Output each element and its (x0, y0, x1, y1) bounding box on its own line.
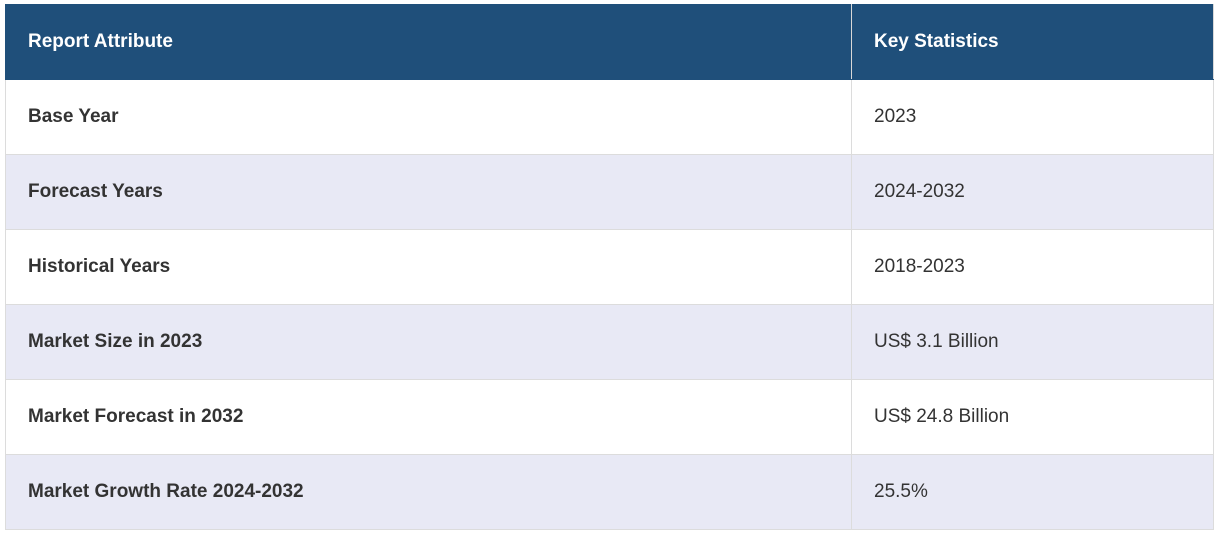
statistic-cell: 2023 (851, 79, 1214, 155)
attribute-cell: Market Growth Rate 2024-2032 (5, 454, 852, 530)
stats-table: Report Attribute Key Statistics Base Yea… (5, 4, 1214, 530)
table-row: Market Size in 2023 US$ 3.1 Billion (5, 304, 1214, 380)
attribute-cell: Base Year (5, 79, 852, 155)
header-cell: Report Attribute (5, 4, 852, 80)
attribute-cell: Historical Years (5, 229, 852, 305)
table-row: Base Year 2023 (5, 79, 1214, 155)
table-row: Forecast Years 2024-2032 (5, 154, 1214, 230)
statistic-cell: US$ 24.8 Billion (851, 379, 1214, 455)
header-cell: Key Statistics (851, 4, 1214, 80)
statistic-cell: 25.5% (851, 454, 1214, 530)
table-row: Historical Years 2018-2023 (5, 229, 1214, 305)
table-row: Market Forecast in 2032 US$ 24.8 Billion (5, 379, 1214, 455)
statistic-cell: 2024-2032 (851, 154, 1214, 230)
attribute-cell: Forecast Years (5, 154, 852, 230)
attribute-cell: Market Forecast in 2032 (5, 379, 852, 455)
table-row: Market Growth Rate 2024-2032 25.5% (5, 454, 1214, 530)
statistic-cell: 2018-2023 (851, 229, 1214, 305)
statistic-cell: US$ 3.1 Billion (851, 304, 1214, 380)
attribute-cell: Market Size in 2023 (5, 304, 852, 380)
header-row: Report Attribute Key Statistics (5, 4, 1214, 80)
table-body: Base Year 2023 Forecast Years 2024-2032 Hist… (5, 79, 1214, 530)
